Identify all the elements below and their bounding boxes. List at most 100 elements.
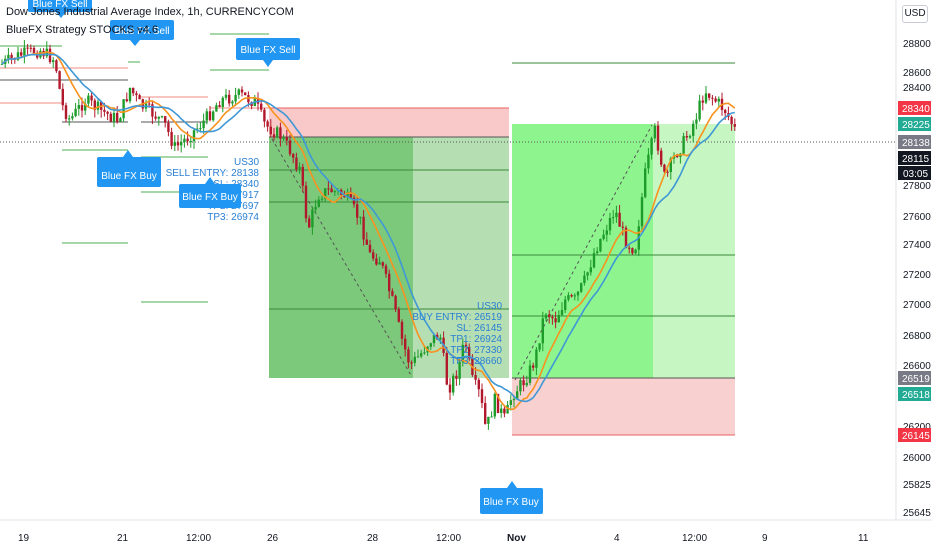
price-axis-labels: 28800 28600 28400 27800 27600 27400 2720… [903,39,931,519]
candle-body [170,131,173,146]
price-tag-tp [898,387,931,401]
candle-body [551,317,554,319]
signal-buy-label: Blue FX Buy [182,192,238,203]
x-tick-label: 12:00 [436,533,461,544]
buy-trade-info: US30 BUY ENTRY: 26519 SL: 26145 TP1: 269… [412,301,502,367]
candle-body [477,379,480,390]
candle-body [308,218,311,228]
candle-body [266,121,269,127]
candle-body [279,127,282,139]
price-tags: 28340 28225 28138 28115 03:05 26519 2651… [898,101,931,442]
candle-body [650,138,653,155]
candle-body [311,209,314,228]
candle-body [525,382,528,386]
candle-body [202,120,205,129]
candle-body [205,111,208,121]
candle-body [272,134,276,138]
candle-body [656,125,660,151]
candle-body [372,252,375,259]
candle-body [557,315,560,323]
currency-button[interactable]: USD [902,5,928,23]
candle-body [23,47,26,56]
buy-info-tp2: TP2: 27330 [450,345,502,356]
candle-body [189,141,192,143]
candle-body [301,166,304,186]
candle-body [282,137,285,139]
price-tag-tp [898,117,931,131]
sell-stop-zone [269,108,509,137]
x-tick-label: 12:00 [682,533,707,544]
y-tick-label: 26600 [903,361,931,372]
candle-body [80,105,84,111]
time-axis[interactable] [0,520,932,550]
candle-body [512,398,516,401]
signal-buy-box [480,488,543,514]
price-tag-entry [898,135,931,149]
candle-body [119,118,122,122]
candle-body [16,52,20,60]
candle-body [20,52,23,56]
candle-body [407,349,410,363]
y-tick-label: 28800 [903,39,931,50]
price-tag-sl [898,101,931,115]
buy-info-sl: SL: 26145 [456,323,502,334]
candle-body [112,112,116,122]
candle-body [628,247,631,249]
y-tick-label: 26200 [903,422,931,433]
candle-body [221,97,224,107]
candle-body [167,122,170,132]
candle-body [484,403,487,424]
signal-buy-1[interactable]: Blue FX Buy [97,150,161,187]
signal-sell-3[interactable]: Blue FX Sell [236,38,300,67]
buy-stop-zone [512,378,735,435]
candle-body [439,337,442,340]
candle-body [548,314,551,318]
candle-body [288,140,292,155]
candle-body [285,137,288,141]
sell-profit-zone-extended [413,137,509,378]
candle-body [125,99,128,102]
candle-body [128,87,132,102]
candle-body [724,109,727,114]
signal-sell-label: Blue FX Sell [32,0,87,10]
candle-body [77,105,80,109]
signal-buy-box [97,157,161,187]
signal-sell-2[interactable]: Blue FX Sell [110,20,174,46]
candle-body [192,130,196,142]
candle-body [532,365,535,368]
buy-info-tp3: TP3: 28660 [450,356,502,367]
signal-buy-3[interactable]: Blue FX Buy [480,481,543,514]
candle-body [352,197,356,205]
signal-sell-1[interactable]: Blue FX Sell [28,0,92,18]
chart-symbol-title[interactable]: Dow Jones Industrial Average Index, 1h, … [6,6,294,18]
signal-pointer [130,40,140,46]
candle-body [413,356,416,363]
x-tick-label: Nov [507,533,526,544]
candle-body [676,155,679,157]
x-tick-label: 26 [267,533,279,544]
candle-body [615,212,618,218]
candle-body [624,227,628,248]
candle-body [423,352,426,354]
x-tick-label: 12:00 [186,533,211,544]
candle-body [276,127,279,138]
signal-sell-label: Blue FX Sell [114,26,169,37]
candle-body [109,113,112,122]
candle-body [7,54,10,59]
candle-body [733,124,736,127]
candle-body [304,185,308,219]
candle-body [397,309,400,322]
indicator-title[interactable]: BlueFX Strategy STOCKS v4.6 [6,24,159,36]
candle-body [180,142,183,146]
candle-body [381,262,384,266]
candle-body [538,343,541,350]
candle-body [292,154,295,158]
candle-body [519,380,522,392]
y-tick-label: 25645 [903,508,931,519]
candle-body [535,349,538,368]
price-tag-label: 28138 [902,138,930,149]
candle-body [570,295,573,297]
signal-buy-2[interactable]: Blue FX Buy [179,177,241,208]
candle-body [228,94,231,104]
